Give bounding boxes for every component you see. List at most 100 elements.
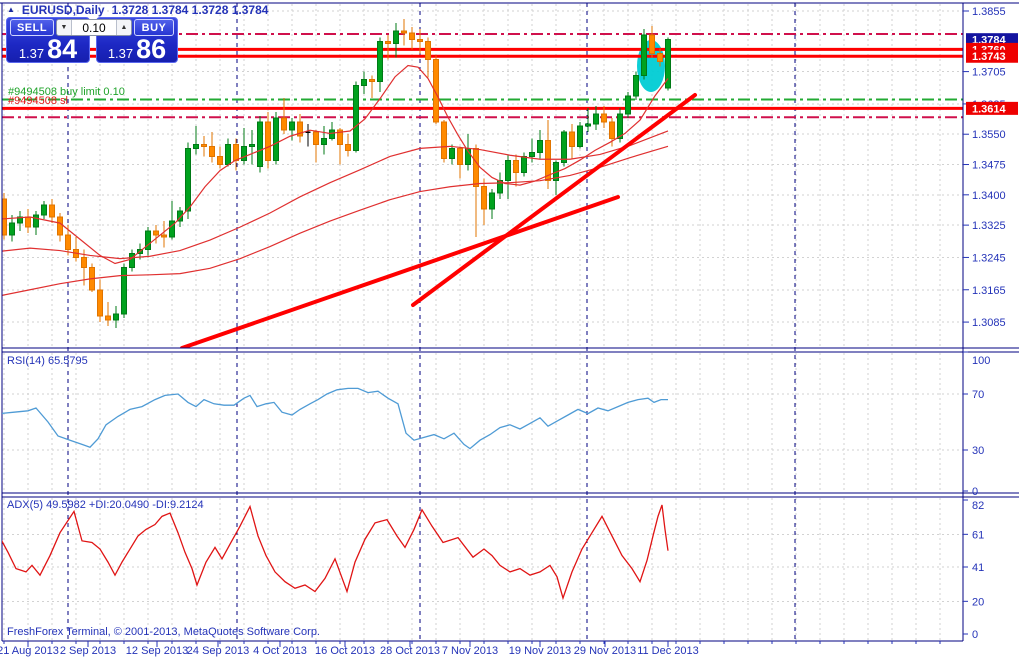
candle-body [129, 252, 135, 269]
candle-body [321, 137, 327, 145]
candle-body [345, 143, 351, 151]
trendline [411, 93, 697, 307]
candle-body [473, 147, 479, 188]
candle-body [409, 32, 415, 40]
candle-body [585, 123, 591, 127]
collapse-arrow-icon[interactable]: ▲ [7, 5, 15, 14]
candle-body [121, 267, 127, 315]
tick-label: 61 [972, 529, 984, 541]
candle-body [97, 289, 103, 317]
candle-body [393, 30, 399, 44]
tick-label: 21 Aug 2013 [0, 645, 59, 657]
rsi-line [2, 387, 668, 450]
candle-body [577, 125, 583, 147]
candle-body [657, 52, 663, 62]
moving-average-lines [2, 64, 669, 297]
candle-body [417, 38, 423, 42]
candle-body [593, 113, 599, 125]
tick-label: 2 Sep 2013 [60, 645, 116, 657]
tick-label: 16 Oct 2013 [315, 645, 375, 657]
candle-body [609, 121, 615, 139]
volume-decrease-button[interactable]: ▼ [57, 20, 72, 35]
candle-body [641, 34, 647, 77]
tick-label: 7 Nov 2013 [442, 645, 498, 657]
tick-label: 12 Sep 2013 [126, 645, 188, 657]
candle-body [649, 34, 655, 54]
buy-price-display[interactable]: 1.37 86 [96, 34, 178, 64]
tick-label: 28 Oct 2013 [380, 645, 440, 657]
tick-label: 82 [972, 500, 984, 512]
candle-body [153, 230, 159, 236]
buy-button[interactable]: BUY [134, 19, 174, 36]
sell-price-small: 1.37 [18, 46, 45, 61]
tick-label: 1.3550 [972, 129, 1006, 141]
stop-loss-order-label[interactable]: #9494508 sl [8, 95, 68, 107]
tick-label: 1.3855 [972, 6, 1006, 18]
ma-fast-line [2, 64, 669, 265]
candle-body [449, 147, 455, 159]
candle-body [33, 214, 39, 228]
candle-body [225, 143, 231, 166]
candle-body [313, 131, 319, 145]
tick-label: 100 [972, 355, 990, 367]
candle-body [353, 85, 359, 151]
candle-body [185, 147, 191, 212]
candle-body [57, 216, 63, 236]
tick-label: 29 Nov 2013 [574, 645, 636, 657]
tick-label: 41 [972, 562, 984, 574]
tick-label: 1.3614 [972, 103, 1007, 115]
volume-increase-button[interactable]: ▲ [116, 20, 131, 35]
candle-body [625, 95, 631, 115]
volume-input[interactable] [72, 20, 116, 35]
candlesticks-layer [2, 19, 671, 329]
tick-label: 11 Dec 2013 [637, 645, 699, 657]
tick-label: 1.3475 [972, 160, 1006, 172]
candle-body [25, 216, 31, 228]
tick-label: 20 [972, 596, 984, 608]
price-marker [966, 49, 1018, 63]
panel-borders [0, 2, 1019, 642]
candle-body [369, 79, 375, 83]
gridlines [2, 4, 963, 640]
buy-price-small: 1.37 [107, 46, 134, 61]
candle-body [257, 121, 263, 168]
tick-label: 1.3085 [972, 317, 1006, 329]
buy-price-big: 86 [136, 34, 167, 64]
candle-body [633, 75, 639, 97]
candle-body [249, 143, 255, 147]
candle-body [105, 315, 111, 321]
one-click-trading-widget: SELL BUY ▼ ▲ 1.37 84 1.37 86 [6, 17, 178, 63]
tick-label: 1.3325 [972, 220, 1006, 232]
symbol-period-label: EURUSD,Daily [21, 3, 105, 17]
price-marker [966, 101, 1018, 115]
candle-body [297, 121, 303, 137]
tick-label: 30 [972, 445, 984, 457]
candle-body [433, 58, 439, 123]
tick-label: 1.3705 [972, 67, 1006, 79]
candle-body [193, 143, 199, 149]
candle-body [145, 230, 151, 250]
candle-body [425, 40, 431, 60]
tick-label: 70 [972, 389, 984, 401]
tick-label: 0 [972, 486, 978, 498]
tick-label: 19 Nov 2013 [509, 645, 571, 657]
candle-body [545, 139, 551, 182]
candle-body [441, 121, 447, 159]
sell-price-big: 84 [47, 34, 78, 64]
candle-body [569, 131, 575, 147]
candle-body [41, 204, 47, 216]
candle-body [169, 220, 175, 238]
candle-body [49, 204, 55, 218]
tick-label: 24 Sep 2013 [187, 645, 249, 657]
candle-body [361, 79, 367, 87]
candle-body [209, 145, 215, 157]
tick-label: 1.3165 [972, 285, 1006, 297]
adx-line [2, 504, 669, 601]
sell-price-display[interactable]: 1.37 84 [6, 34, 90, 64]
candle-body [161, 234, 167, 238]
buy-limit-order-label[interactable]: #9494508 buy limit 0.10 [8, 86, 125, 98]
candle-body [505, 159, 511, 182]
sell-button[interactable]: SELL [10, 19, 54, 36]
quote-ohlc-label: 1.3728 1.3784 1.3728 1.3784 [111, 3, 269, 17]
